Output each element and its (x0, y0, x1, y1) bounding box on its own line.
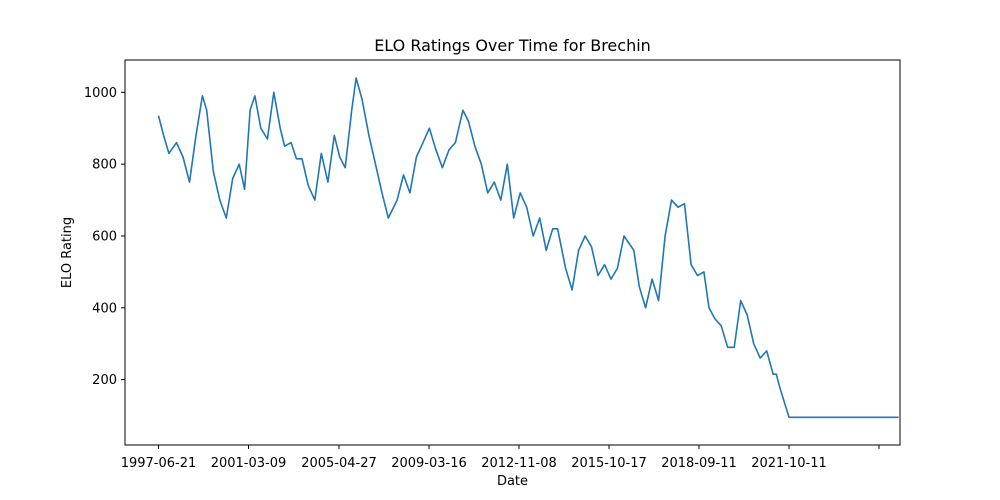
y-tick-label: 400 (92, 301, 117, 316)
chart-title: ELO Ratings Over Time for Brechin (374, 36, 651, 55)
y-tick-label: 1000 (84, 86, 117, 101)
elo-series-line (157, 77, 899, 419)
x-tick-label: 2021-10-11 (751, 456, 827, 471)
x-axis: 1997-06-21 2001-03-09 2005-04-27 2009-03-16… (121, 445, 880, 471)
plot-area (124, 59, 901, 446)
x-tick-label: 2001-03-09 (211, 456, 287, 471)
x-tick-label: 2005-04-27 (301, 456, 377, 471)
x-axis-label: Date (497, 474, 528, 489)
x-tick-label: 2012-11-08 (481, 456, 557, 471)
y-tick-label: 200 (92, 373, 117, 388)
y-tick-label: 800 (92, 158, 117, 173)
y-axis-label: ELO Rating (60, 217, 75, 288)
y-tick-label: 600 (92, 229, 117, 244)
x-tick-label: 2018-09-11 (661, 456, 737, 471)
y-axis: 200 400 600 800 1000 (84, 86, 125, 388)
x-tick-label: 2015-10-17 (571, 456, 647, 471)
x-tick-label: 1997-06-21 (121, 456, 197, 471)
x-tick-label: 2009-03-16 (391, 456, 467, 471)
